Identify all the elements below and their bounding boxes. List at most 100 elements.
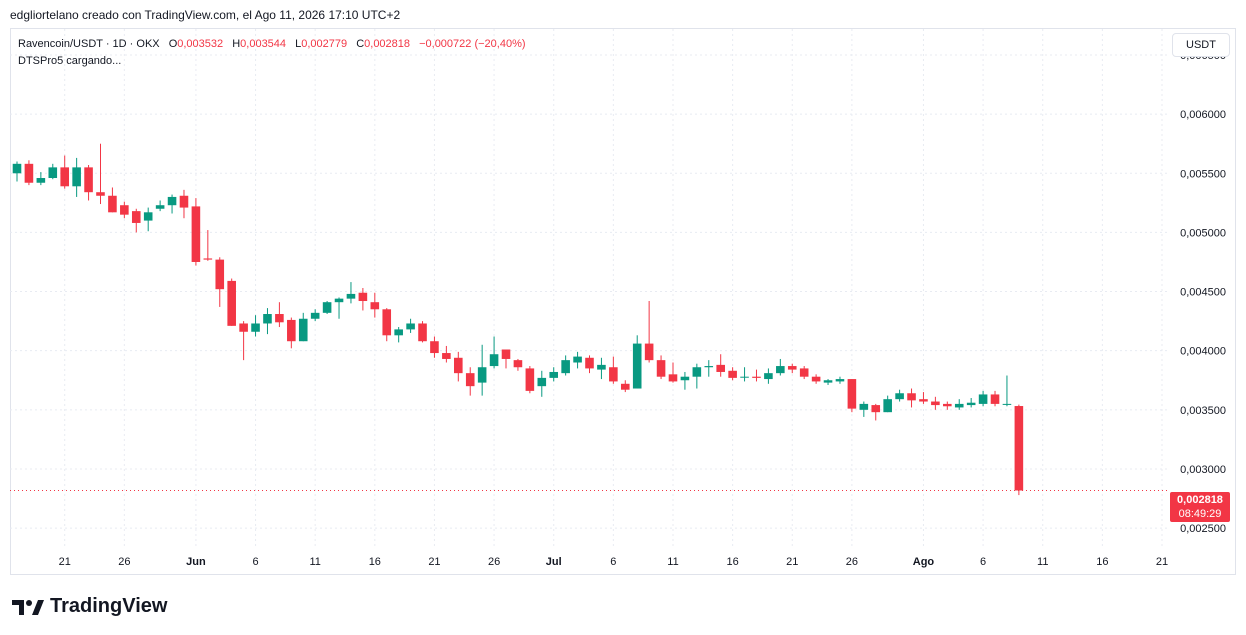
candle[interactable] <box>263 308 272 335</box>
candle[interactable] <box>131 208 141 233</box>
candle[interactable] <box>96 143 105 205</box>
candle[interactable] <box>322 301 332 315</box>
candle-body <box>680 376 690 381</box>
currency-button[interactable]: USDT <box>1172 33 1230 57</box>
candle[interactable] <box>382 308 392 342</box>
candle[interactable] <box>275 302 284 328</box>
candle[interactable] <box>919 392 928 404</box>
candle[interactable] <box>406 318 415 333</box>
candle[interactable] <box>489 336 499 369</box>
candle[interactable] <box>847 379 857 413</box>
candle[interactable] <box>370 292 380 318</box>
candle[interactable] <box>609 356 618 384</box>
candle[interactable] <box>1014 404 1024 496</box>
candle[interactable] <box>477 344 487 396</box>
candle[interactable] <box>549 367 559 382</box>
candle[interactable] <box>871 403 881 421</box>
candle[interactable] <box>668 362 678 383</box>
candle-body <box>203 258 213 260</box>
candle[interactable] <box>931 396 940 410</box>
candle[interactable] <box>799 366 809 380</box>
candle[interactable] <box>811 374 821 384</box>
indicator-status[interactable]: DTSPro5 cargando... <box>18 55 122 67</box>
candle[interactable] <box>764 368 773 384</box>
candle[interactable] <box>883 395 892 413</box>
candle[interactable] <box>656 355 666 380</box>
candle[interactable] <box>740 367 749 382</box>
candle[interactable] <box>36 172 46 186</box>
candle[interactable] <box>84 165 93 201</box>
candle[interactable] <box>442 345 451 363</box>
candle[interactable] <box>823 379 833 385</box>
candle[interactable] <box>561 355 570 376</box>
symbol-label[interactable]: Ravencoin/USDT · 1D · OKX <box>18 38 160 50</box>
candle[interactable] <box>430 336 439 358</box>
candle[interactable] <box>990 390 1000 407</box>
candle-body <box>859 403 869 410</box>
candle[interactable] <box>334 297 344 319</box>
candle[interactable] <box>310 309 320 322</box>
candle[interactable] <box>585 355 594 374</box>
candle[interactable] <box>752 369 761 382</box>
candle[interactable] <box>394 327 403 343</box>
candle[interactable] <box>167 194 177 214</box>
candle[interactable] <box>895 389 904 402</box>
candle[interactable] <box>251 315 260 337</box>
candle-body <box>895 393 904 400</box>
candle[interactable] <box>692 363 702 389</box>
candle[interactable] <box>358 288 368 311</box>
candle[interactable] <box>859 401 869 417</box>
candle[interactable] <box>787 363 797 374</box>
candle[interactable] <box>620 380 630 393</box>
candle[interactable] <box>716 354 725 377</box>
candle[interactable] <box>680 371 690 390</box>
candle[interactable] <box>298 312 308 342</box>
candle[interactable] <box>597 357 606 380</box>
candle[interactable] <box>632 335 642 389</box>
candle[interactable] <box>191 198 201 266</box>
candle[interactable] <box>728 367 737 381</box>
candle[interactable] <box>704 360 714 377</box>
candle[interactable] <box>227 278 236 326</box>
x-tick-label: 16 <box>369 556 381 568</box>
candle[interactable] <box>835 376 845 384</box>
candle[interactable] <box>454 351 463 382</box>
candle[interactable] <box>418 321 427 343</box>
candle[interactable] <box>72 157 81 197</box>
y-tick-label: 0,004000 <box>1180 346 1226 358</box>
chart-frame[interactable] <box>10 28 1236 575</box>
candle[interactable] <box>501 349 511 369</box>
candle[interactable] <box>525 366 535 394</box>
candle[interactable] <box>954 399 964 410</box>
candle[interactable] <box>203 230 213 261</box>
tradingview-logo[interactable]: TradingView <box>12 595 167 618</box>
candle[interactable] <box>48 163 58 180</box>
candle[interactable] <box>155 200 165 212</box>
candle[interactable] <box>943 401 952 410</box>
candle[interactable] <box>239 321 248 361</box>
candle[interactable] <box>978 390 988 407</box>
candle[interactable] <box>346 282 356 304</box>
candle[interactable] <box>215 257 225 307</box>
candle[interactable] <box>179 189 189 219</box>
candle[interactable] <box>287 317 296 349</box>
candle[interactable] <box>24 160 34 186</box>
candle-body <box>644 343 654 361</box>
candle[interactable] <box>573 351 582 369</box>
candle[interactable] <box>120 201 129 219</box>
candle[interactable] <box>907 388 916 408</box>
candle[interactable] <box>108 187 117 213</box>
candle[interactable] <box>644 301 654 363</box>
candle[interactable] <box>60 155 70 189</box>
candle[interactable] <box>513 358 523 371</box>
candle-body <box>275 314 284 323</box>
candle[interactable] <box>12 161 22 182</box>
last-price-value: 0,002818 <box>1177 494 1223 506</box>
candle[interactable] <box>776 358 785 376</box>
candle[interactable] <box>537 370 547 397</box>
candle[interactable] <box>966 397 976 408</box>
candle[interactable] <box>465 367 475 396</box>
candle[interactable] <box>143 207 153 232</box>
candle[interactable] <box>1002 375 1012 407</box>
